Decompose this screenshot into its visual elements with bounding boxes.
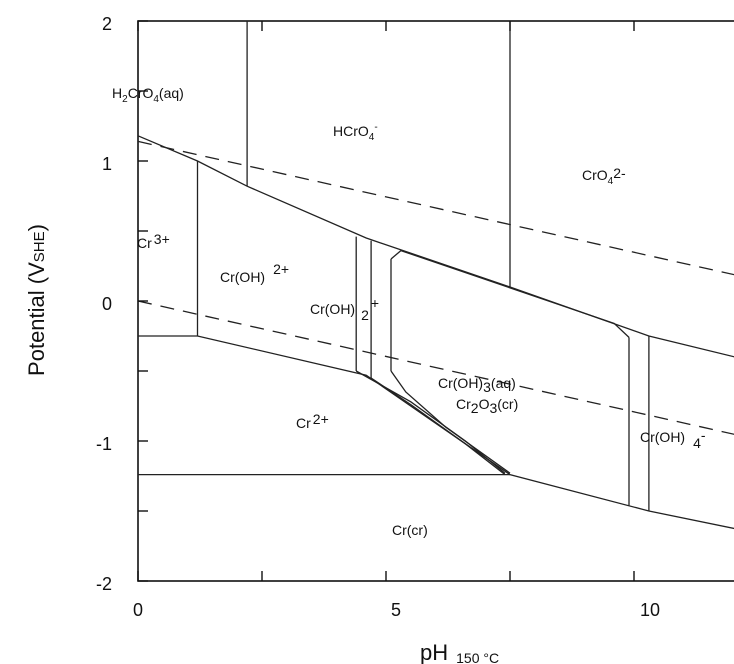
boundary-lines [137, 21, 734, 530]
plot-frame [137, 20, 734, 582]
x-tick-label-10: 10 [640, 600, 660, 620]
region-label-cr3: Cr 3+ [137, 231, 170, 251]
region-label-croh4: Cr(OH) 4- [640, 427, 706, 451]
x-tick-label-5: 5 [391, 600, 401, 620]
y-tick-label-neg1: -1 [96, 434, 112, 454]
y-tick-label-2: 2 [102, 14, 112, 34]
phase-boundary-10 [370, 377, 506, 476]
region-label-cr2o3: Cr2O3(cr) [456, 396, 518, 416]
x-tick-label-0: 0 [133, 600, 143, 620]
phase-boundary-12 [390, 249, 630, 338]
axis-ticks [137, 20, 635, 582]
y-axis-title: Potential (VSHE) [24, 224, 49, 376]
region-label-croh3: Cr(OH)3(aq) [438, 375, 516, 395]
region-label-cro4: CrO42- [582, 165, 626, 187]
water-stability-line-1 [137, 140, 734, 276]
y-axis-title-main: Potential (V [24, 262, 49, 376]
region-label-croh2plus: Cr(OH) 2+ [220, 261, 289, 285]
y-tick-label-1: 1 [102, 154, 112, 174]
y-tick-label-neg2: -2 [96, 574, 112, 594]
region-label-cr2: Cr 2+ [296, 411, 329, 431]
x-axis-title-sub: 150 °C [456, 650, 499, 664]
y-tick-label-0: 0 [102, 294, 112, 314]
y-axis-title-close: ) [24, 224, 49, 231]
phase-boundary-13 [390, 370, 511, 474]
region-label-h2cro4: H2CrO4(aq) [112, 85, 184, 105]
x-axis-title: pH 150 °C [420, 640, 499, 664]
region-label-crcr: Cr(cr) [392, 522, 428, 538]
y-axis-title-sub: SHE [31, 231, 48, 262]
water-stability-line-2 [137, 300, 734, 435]
phase-boundary-1 [137, 135, 734, 358]
region-label-hcro4: HCrO4- [333, 122, 378, 143]
region-label-croh2: Cr(OH) 2+ [310, 295, 379, 323]
x-axis-title-main: pH [420, 640, 448, 664]
